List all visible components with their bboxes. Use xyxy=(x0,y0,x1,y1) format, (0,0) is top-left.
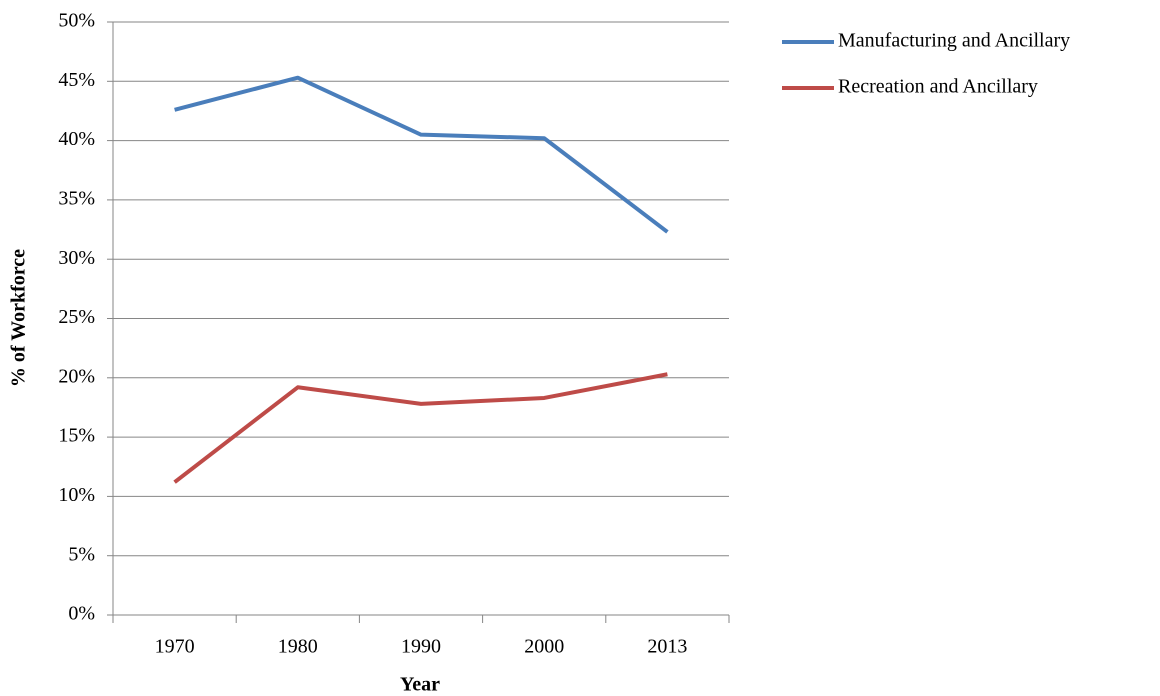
y-axis-title: % of Workforce xyxy=(8,249,30,387)
y-tick-label: 50% xyxy=(58,10,95,32)
y-tick-label: 35% xyxy=(58,187,95,209)
y-tick-label: 0% xyxy=(68,603,95,625)
x-axis-title: Year xyxy=(400,674,440,696)
y-tick-label: 20% xyxy=(58,365,95,387)
y-tick-label: 25% xyxy=(58,306,95,328)
y-tick-label: 40% xyxy=(58,128,95,150)
x-tick-label: 2013 xyxy=(647,636,687,658)
legend-label: Recreation and Ancillary xyxy=(838,76,1038,98)
legend-label: Manufacturing and Ancillary xyxy=(838,30,1070,52)
series-line xyxy=(174,75,669,234)
series-line xyxy=(173,372,668,484)
x-tick-label: 1990 xyxy=(401,636,441,658)
y-tick-label: 45% xyxy=(58,69,95,91)
y-tick-label: 5% xyxy=(68,543,95,565)
y-tick-label: 15% xyxy=(58,425,95,447)
x-tick-label: 2000 xyxy=(524,636,564,658)
y-tick-label: 30% xyxy=(58,247,95,269)
y-tick-label: 10% xyxy=(58,484,95,506)
x-tick-label: 1980 xyxy=(278,636,318,658)
x-tick-label: 1970 xyxy=(155,636,195,658)
